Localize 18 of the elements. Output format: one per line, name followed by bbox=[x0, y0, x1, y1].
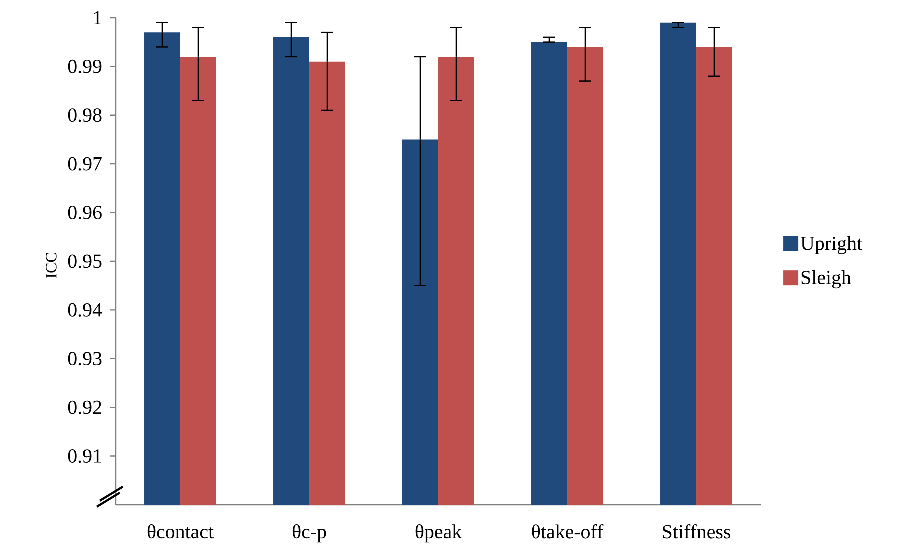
y-tick-label: 1 bbox=[94, 11, 102, 25]
x-tick-label: Stiffness bbox=[663, 524, 730, 539]
y-tick-label: 0.95 bbox=[68, 254, 102, 268]
y-tick-label: 0.92 bbox=[68, 400, 102, 414]
legend-label: Sleigh bbox=[802, 270, 852, 289]
y-tick-label: 0.98 bbox=[68, 108, 102, 122]
x-tick-label: θpeak bbox=[416, 524, 462, 543]
legend-label: Upright bbox=[800, 236, 862, 254]
x-tick-label: θcontact bbox=[148, 524, 214, 539]
y-tick-label: 0.99 bbox=[68, 60, 102, 74]
y-tick-label: 0.93 bbox=[68, 352, 102, 366]
y-tick-label: 0.91 bbox=[68, 450, 102, 464]
y-axis-title: ICC bbox=[46, 253, 57, 278]
x-tick-label: θc-p bbox=[292, 524, 326, 543]
y-tick-label: 0.97 bbox=[68, 157, 102, 171]
y-tick-label: 0.94 bbox=[68, 303, 102, 317]
x-tick-label: θtake-off bbox=[532, 524, 604, 539]
y-tick-label: 0.96 bbox=[68, 206, 102, 220]
